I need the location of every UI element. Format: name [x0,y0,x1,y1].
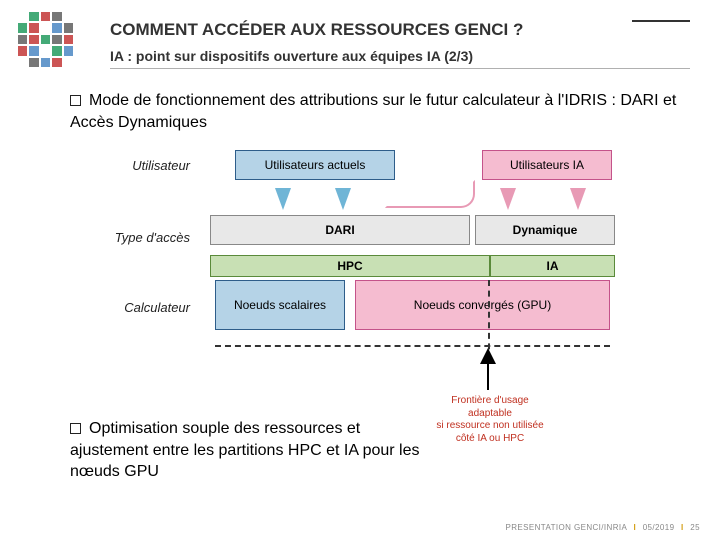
bullet-square-icon [70,423,81,434]
bullet-2: Optimisation souple des ressources et aj… [70,418,430,483]
box-users-current: Utilisateurs actuels [235,150,395,180]
box-hpc: HPC [210,255,490,277]
pink-curve [385,180,475,208]
box-ia: IA [490,255,615,277]
sep-icon: I [681,523,684,532]
arrow-blue-1 [275,188,291,210]
sep-icon: I [633,523,636,532]
row-label-calc: Calculateur [80,300,190,315]
bullet-square-icon [70,95,81,106]
page-title: COMMENT ACCÉDER AUX RESSOURCES GENCI ? [110,20,523,40]
row-label-user: Utilisateur [80,158,190,173]
footer-b: 05/2019 [643,523,675,532]
footer-a: PRESENTATION GENCI/INRIA [506,523,627,532]
box-scalar: Noeuds scalaires [215,280,345,330]
bullet-1: Mode de fonctionnement des attributions … [70,90,690,133]
caption-l4: côté IA ou HPC [456,433,524,444]
footer: PRESENTATION GENCI/INRIA I 05/2019 I 25 [506,523,701,532]
box-dynamique: Dynamique [475,215,615,245]
page-subtitle: IA : point sur dispositifs ouverture aux… [110,48,473,64]
bullet-2-text: Optimisation souple des ressources et aj… [70,420,420,480]
caption-l3: si ressource non utilisée [436,420,543,431]
arrow-pink-2 [570,188,586,210]
box-users-ia: Utilisateurs IA [482,150,612,180]
footer-c: 25 [690,523,700,532]
arrow-frontier-stem [487,362,489,390]
arrow-pink-1 [500,188,516,210]
title-underline [110,68,690,69]
arrow-frontier-head [480,348,496,364]
caption-l2: adaptable [468,408,512,419]
caption-l1: Frontière d'usage [451,395,529,406]
box-gpu: Noeuds convergés (GPU) [355,280,610,330]
bullet-1-text: Mode de fonctionnement des attributions … [70,92,676,131]
dashed-horizontal [215,345,610,347]
frontier-caption: Frontière d'usage adaptable si ressource… [425,395,555,445]
arrow-blue-2 [335,188,351,210]
box-dari: DARI [210,215,470,245]
diagram-container: Utilisateur Type d'accès Calculateur Uti… [80,150,640,410]
top-accent-line [632,20,690,22]
row-label-access: Type d'accès [80,230,190,245]
logo-grid [18,12,73,67]
